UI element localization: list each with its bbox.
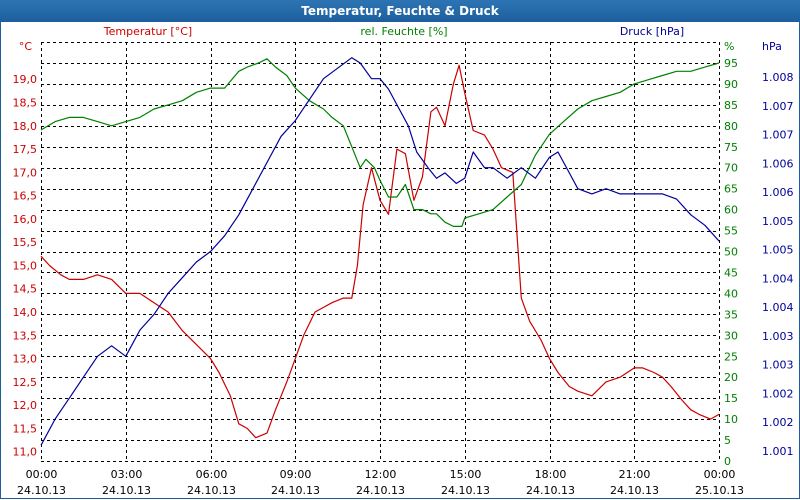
x-tick-label: 03:00 xyxy=(111,468,143,481)
x-tick-label: 12:00 xyxy=(365,468,397,481)
humidity-tick-label: 60 xyxy=(724,204,738,217)
temp-axis-title: Temperatur [°C] xyxy=(103,25,192,38)
humidity-tick-label: 25 xyxy=(724,350,738,363)
pressure-tick-label: 1.003 xyxy=(762,359,794,372)
x-tick-label: 18:00 xyxy=(535,468,567,481)
temperature-line xyxy=(40,64,720,439)
x-date-label: 24.10.13 xyxy=(271,484,320,497)
x-date-label: 24.10.13 xyxy=(356,484,405,497)
x-tick-label: 06:00 xyxy=(196,468,228,481)
humidity-tick-label: 80 xyxy=(724,120,738,133)
temp-tick-label: 14,0 xyxy=(13,306,38,319)
x-date-label: 24.10.13 xyxy=(187,484,236,497)
humidity-unit-label: % xyxy=(724,40,734,53)
humidity-tick-label: 35 xyxy=(724,308,738,321)
pressure-tick-label: 1.004 xyxy=(762,301,794,314)
pressure-tick-label: 1.007 xyxy=(762,129,794,142)
humidity-tick-label: 50 xyxy=(724,246,738,259)
humidity-tick-label: 15 xyxy=(724,392,738,405)
humidity-tick-label: 90 xyxy=(724,78,738,91)
temp-tick-label: 19,0 xyxy=(13,73,38,86)
humidity-tick-label: 10 xyxy=(724,413,738,426)
pressure-tick-label: 1.005 xyxy=(762,244,794,257)
temp-tick-label: 16,5 xyxy=(13,190,38,203)
humidity-tick-label: 85 xyxy=(724,99,738,112)
temp-tick-label: 13,5 xyxy=(13,329,38,342)
x-tick-label: 21:00 xyxy=(619,468,651,481)
x-tick-label: 09:00 xyxy=(280,468,312,481)
temp-tick-label: 14,5 xyxy=(13,283,38,296)
x-tick-label: 00:00 xyxy=(704,468,736,481)
x-date-label: 24.10.13 xyxy=(526,484,575,497)
chart-title: Temperatur, Feuchte & Druck xyxy=(0,0,800,22)
temp-tick-label: 12,0 xyxy=(13,399,38,412)
humidity-tick-label: 65 xyxy=(724,183,738,196)
x-tick-label: 00:00 xyxy=(26,468,58,481)
temp-tick-label: 11,5 xyxy=(13,422,38,435)
humidity-tick-label: 5 xyxy=(724,434,731,447)
pressure-unit-label: hPa xyxy=(762,40,782,53)
pressure-tick-label: 1.003 xyxy=(762,330,794,343)
pressure-tick-label: 1.004 xyxy=(762,272,794,285)
tick-labels: 00:00 24.10.13 03:00 24.10.13 06:00 24.10.13 0… xyxy=(13,57,794,497)
pressure-axis-title: Druck [hPa] xyxy=(620,25,684,38)
x-date-label: 24.10.13 xyxy=(441,484,490,497)
temp-tick-label: 12,5 xyxy=(13,376,38,389)
humidity-axis-title: rel. Feuchte [%] xyxy=(360,25,447,38)
x-date-label: 24.10.13 xyxy=(17,484,66,497)
humidity-line xyxy=(40,58,720,227)
pressure-tick-label: 1.007 xyxy=(762,100,794,113)
series-lines xyxy=(40,57,720,446)
temp-tick-label: 11,0 xyxy=(13,446,38,459)
humidity-tick-label: 40 xyxy=(724,287,738,300)
temp-tick-label: 18,5 xyxy=(13,97,38,110)
humidity-tick-label: 0 xyxy=(724,455,731,468)
pressure-tick-label: 1.006 xyxy=(762,186,794,199)
humidity-tick-label: 55 xyxy=(724,225,738,238)
humidity-tick-label: 75 xyxy=(724,141,738,154)
x-date-label: 24.10.13 xyxy=(610,484,659,497)
humidity-tick-label: 30 xyxy=(724,329,738,342)
temp-tick-label: 17,0 xyxy=(13,166,38,179)
pressure-line xyxy=(40,57,720,446)
pressure-tick-label: 1.008 xyxy=(762,71,794,84)
temp-tick-label: 15,5 xyxy=(13,236,38,249)
axis-titles: °C Temperatur [°C] rel. Feuchte [%] Druc… xyxy=(19,25,782,53)
temp-tick-label: 15,0 xyxy=(13,259,38,272)
humidity-tick-label: 95 xyxy=(724,57,738,70)
x-date-label: 24.10.13 xyxy=(102,484,151,497)
pressure-tick-label: 1.005 xyxy=(762,215,794,228)
temp-unit-label: °C xyxy=(19,40,33,53)
humidity-tick-label: 70 xyxy=(724,162,738,175)
temp-tick-label: 16,0 xyxy=(13,213,38,226)
pressure-tick-label: 1.002 xyxy=(762,387,794,400)
grid-lines xyxy=(41,42,720,462)
pressure-tick-label: 1.006 xyxy=(762,157,794,170)
humidity-tick-label: 45 xyxy=(724,266,738,279)
x-tick-label: 15:00 xyxy=(450,468,482,481)
temp-tick-label: 13,0 xyxy=(13,353,38,366)
temp-tick-label: 18,0 xyxy=(13,120,38,133)
humidity-tick-label: 20 xyxy=(724,371,738,384)
pressure-tick-label: 1.002 xyxy=(762,416,794,429)
temp-tick-label: 17,5 xyxy=(13,143,38,156)
pressure-tick-label: 1.001 xyxy=(762,445,794,458)
x-date-label: 25.10.13 xyxy=(695,484,744,497)
